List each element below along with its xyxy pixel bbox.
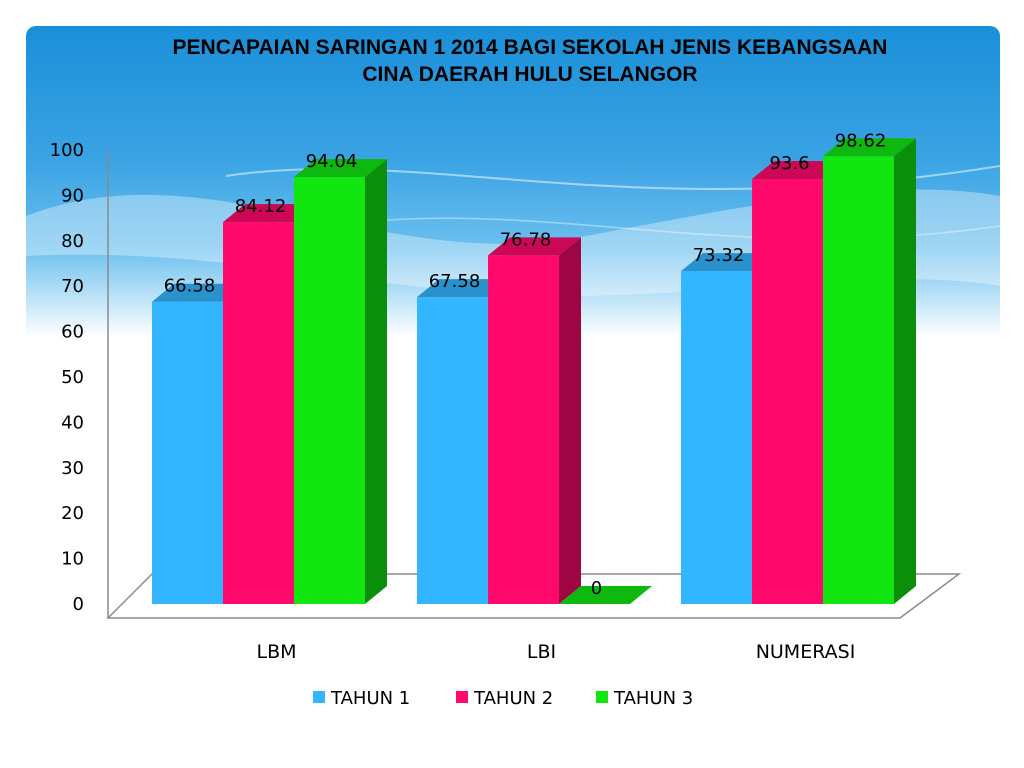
y-tick-label: 60 — [61, 322, 84, 343]
y-tick-label: 90 — [61, 185, 84, 206]
data-label: 76.78 — [500, 229, 552, 250]
category-label: LBI — [527, 641, 556, 663]
bar — [752, 179, 823, 604]
y-tick-label: 70 — [61, 276, 84, 297]
bar-top — [417, 279, 510, 298]
legend-label: TAHUN 2 — [473, 688, 553, 709]
data-label: 98.62 — [835, 130, 887, 151]
bar — [152, 301, 223, 604]
bar-side — [365, 159, 387, 604]
bar — [294, 177, 365, 604]
bar — [681, 271, 752, 604]
bar — [823, 156, 894, 604]
legend-label: TAHUN 3 — [613, 688, 693, 709]
y-tick-label: 50 — [61, 367, 84, 388]
y-tick-label: 30 — [61, 458, 84, 479]
legend-swatch — [313, 691, 325, 703]
bar — [417, 297, 488, 604]
y-tick-label: 0 — [73, 594, 84, 615]
y-tick-label: 80 — [61, 231, 84, 252]
y-tick-label: 20 — [61, 503, 84, 524]
category-label: NUMERASI — [756, 641, 856, 663]
y-tick-label: 40 — [61, 412, 84, 433]
data-label: 67.58 — [429, 271, 481, 292]
data-label: 84.12 — [235, 196, 287, 217]
bar-top — [488, 237, 581, 256]
y-tick-label: 10 — [61, 549, 84, 570]
category-label: LBM — [256, 641, 296, 663]
chart-title: PENCAPAIAN SARINGAN 1 2014 BAGI SEKOLAH … — [172, 36, 888, 86]
bar — [488, 255, 559, 604]
legend-swatch — [456, 691, 468, 703]
data-label: 93.6 — [769, 153, 809, 174]
bar-side — [559, 237, 581, 604]
legend-swatch — [596, 691, 608, 703]
bar-top — [752, 161, 845, 180]
data-label: 0 — [591, 578, 602, 599]
bar-side — [894, 138, 916, 604]
bar — [223, 222, 294, 604]
data-label: 94.04 — [306, 151, 358, 172]
legend-label: TAHUN 1 — [330, 688, 410, 709]
bar-top — [559, 586, 652, 604]
bar-top — [823, 138, 916, 157]
bar-top — [294, 159, 387, 178]
bar-top — [681, 253, 774, 272]
bar-top — [152, 283, 245, 302]
bar-top — [223, 204, 316, 223]
y-tick-label: 100 — [50, 140, 84, 161]
data-label: 66.58 — [164, 276, 216, 297]
data-label: 73.32 — [693, 245, 745, 266]
